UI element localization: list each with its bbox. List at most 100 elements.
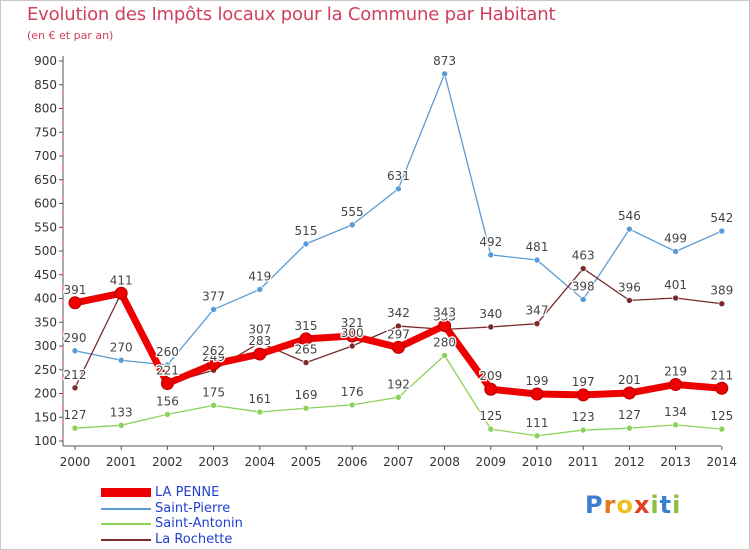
data-label-saint-pierre: 481 [526, 240, 549, 254]
data-label-la-penne: 199 [526, 374, 549, 388]
data-point-saint-antonin [395, 393, 402, 401]
data-label-la-penne: 209 [479, 369, 502, 383]
data-label-la-rochette: 265 [295, 343, 318, 357]
y-tick-label: 200 [34, 387, 57, 401]
data-point-saint-antonin [348, 401, 356, 409]
brand-letter: P [585, 491, 604, 519]
x-tick-label: 2007 [383, 455, 414, 469]
data-point-saint-antonin [71, 424, 79, 432]
x-tick-label: 2002 [152, 455, 183, 469]
data-point-la-penne [622, 386, 636, 400]
data-label-saint-antonin: 111 [526, 416, 549, 430]
data-label-la-rochette: 347 [526, 304, 549, 318]
y-tick-label: 900 [34, 54, 57, 68]
data-point-saint-pierre [256, 286, 264, 293]
data-label-la-penne: 391 [64, 283, 87, 297]
data-label-saint-pierre: 260 [156, 345, 179, 359]
data-point-saint-pierre [533, 256, 541, 264]
data-point-la-rochette [395, 322, 402, 330]
y-tick-label: 800 [34, 102, 57, 116]
data-point-saint-antonin [626, 424, 633, 432]
chart-subtitle: (en € et par an) [27, 29, 114, 42]
legend-item-saint-pierre: Saint-Pierre [101, 501, 301, 517]
data-point-la-penne [715, 381, 729, 395]
brand-letter: i [672, 491, 682, 519]
data-label-saint-antonin: 134 [664, 405, 687, 419]
data-point-saint-pierre [210, 306, 217, 313]
data-point-saint-pierre [164, 361, 171, 369]
data-label-la-penne: 201 [618, 373, 641, 387]
data-label-saint-pierre: 270 [110, 340, 133, 354]
data-point-la-rochette [348, 342, 356, 350]
x-tick-label: 2013 [660, 455, 691, 469]
legend-label: Saint-Antonin [155, 516, 243, 531]
legend: LA PENNE Saint-Pierre Saint-Antonin La Roch… [101, 485, 301, 547]
legend-label: Saint-Pierre [155, 500, 231, 516]
y-tick-label: 700 [34, 149, 57, 163]
brand-letter: x [633, 491, 651, 519]
data-label-la-penne: 197 [572, 375, 595, 389]
data-point-saint-pierre [672, 248, 679, 255]
data-point-saint-antonin [117, 422, 125, 429]
data-label-la-rochette: 249 [202, 350, 225, 364]
data-label-la-rochette: 463 [572, 249, 595, 263]
data-label-la-rochette: 307 [248, 323, 271, 337]
data-point-la-penne [669, 377, 683, 391]
data-label-la-rochette: 389 [710, 284, 733, 298]
y-tick-label: 450 [34, 268, 57, 282]
data-point-saint-pierre [395, 185, 402, 193]
legend-swatch [101, 538, 151, 541]
y-tick-label: 400 [34, 292, 57, 306]
data-label-la-penne: 283 [248, 334, 271, 348]
data-label-saint-pierre: 546 [618, 209, 641, 223]
data-point-saint-pierre [441, 70, 448, 78]
data-label-la-rochette: 342 [387, 306, 410, 320]
data-label-saint-pierre: 290 [64, 331, 87, 345]
data-label-saint-pierre: 398 [572, 279, 595, 293]
legend-swatch [101, 488, 151, 497]
data-label-saint-antonin: 176 [341, 385, 364, 399]
y-tick-label: 750 [34, 125, 57, 139]
data-label-saint-antonin: 161 [248, 392, 271, 406]
y-tick-label: 500 [34, 244, 57, 258]
data-point-la-penne [484, 382, 498, 396]
y-tick-label: 650 [34, 173, 57, 187]
data-point-saint-antonin [672, 421, 679, 429]
y-tick-label: 600 [34, 197, 57, 211]
data-label-la-rochette: 340 [479, 307, 502, 321]
data-label-saint-pierre: 631 [387, 169, 410, 183]
y-tick-label: 100 [34, 434, 57, 448]
data-label-la-rochette: 212 [64, 368, 87, 382]
legend-label: LA PENNE [155, 485, 220, 500]
data-point-saint-pierre [117, 356, 125, 364]
brand-letter: r [603, 491, 617, 519]
data-label-saint-pierre: 515 [295, 224, 318, 238]
data-point-la-penne [68, 296, 82, 310]
data-point-saint-pierre [302, 240, 310, 248]
data-label-saint-pierre: 419 [248, 269, 271, 283]
data-point-la-rochette [302, 359, 310, 366]
data-point-la-rochette [533, 320, 541, 327]
data-label-saint-antonin: 175 [202, 385, 225, 399]
data-point-saint-antonin [533, 432, 541, 440]
data-point-saint-antonin [441, 352, 448, 359]
data-point-saint-antonin [302, 404, 310, 412]
data-point-la-rochette [487, 323, 495, 331]
y-tick-label: 550 [34, 220, 57, 234]
data-label-la-penne: 219 [664, 364, 687, 378]
legend-item-la-penne: LA PENNE [101, 485, 301, 501]
data-point-saint-pierre [718, 227, 726, 235]
x-tick-label: 2014 [707, 455, 738, 469]
data-label-saint-antonin: 125 [479, 409, 502, 423]
data-label-la-penne: 343 [433, 306, 456, 320]
data-label-la-rochette: 300 [341, 326, 364, 340]
x-tick-label: 2006 [337, 455, 368, 469]
x-tick-label: 2001 [106, 455, 137, 469]
data-point-saint-pierre [579, 296, 587, 303]
data-point-la-rochette [579, 265, 587, 272]
data-point-la-rochette [626, 297, 633, 304]
data-label-la-penne: 221 [156, 364, 179, 378]
brand-letter: i [650, 491, 660, 519]
data-label-la-rochette: 401 [664, 278, 687, 292]
